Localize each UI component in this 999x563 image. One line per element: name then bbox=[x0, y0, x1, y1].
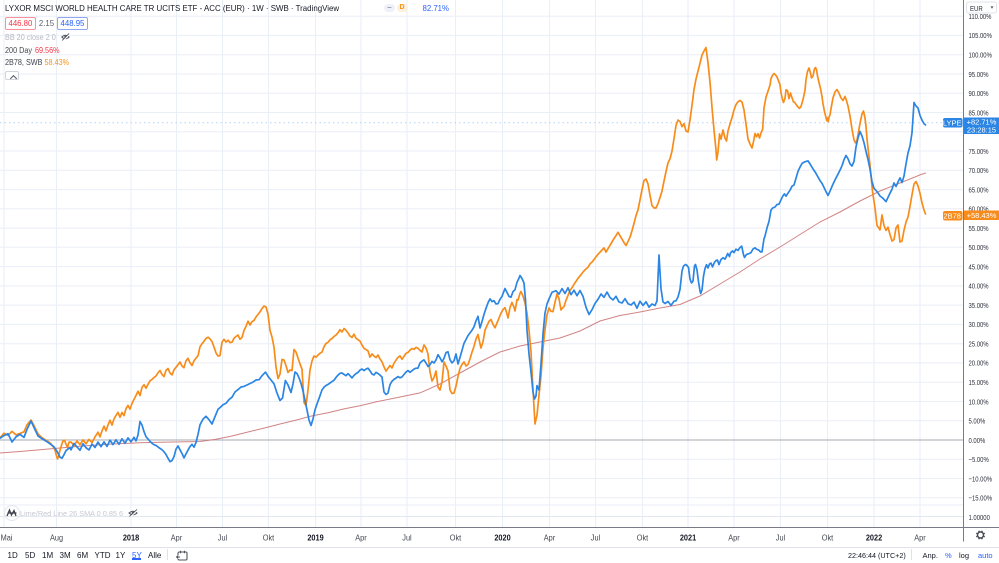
svg-text:Apr: Apr bbox=[355, 533, 367, 542]
svg-text:23:28:15: 23:28:15 bbox=[967, 125, 996, 134]
svg-text:2B78: 2B78 bbox=[943, 211, 961, 220]
svg-text:2022: 2022 bbox=[866, 533, 882, 542]
svg-text:110.00%: 110.00% bbox=[969, 13, 992, 21]
svg-text:10.00%: 10.00% bbox=[969, 399, 989, 407]
svg-text:15.00%: 15.00% bbox=[969, 379, 989, 387]
svg-text:Okt: Okt bbox=[450, 533, 462, 542]
svg-text:55.00%: 55.00% bbox=[969, 225, 989, 233]
svg-text:Apr: Apr bbox=[171, 533, 183, 542]
svg-text:45.00%: 45.00% bbox=[969, 264, 989, 272]
svg-text:Jul: Jul bbox=[218, 533, 228, 542]
svg-text:1.00000: 1.00000 bbox=[969, 514, 991, 522]
svg-text:40.00%: 40.00% bbox=[969, 283, 989, 291]
svg-text:Mai: Mai bbox=[1, 533, 13, 542]
svg-text:20.00%: 20.00% bbox=[969, 360, 989, 368]
svg-text:Okt: Okt bbox=[637, 533, 649, 542]
svg-text:2021: 2021 bbox=[680, 533, 697, 542]
svg-text:2018: 2018 bbox=[123, 533, 140, 542]
svg-text:+82.71%: +82.71% bbox=[967, 117, 997, 126]
svg-text:Apr: Apr bbox=[914, 533, 926, 542]
svg-text:−5.00%: −5.00% bbox=[969, 457, 989, 465]
svg-text:50.00%: 50.00% bbox=[969, 245, 989, 253]
svg-text:95.00%: 95.00% bbox=[969, 71, 989, 79]
svg-text:Jul: Jul bbox=[402, 533, 412, 542]
svg-text:+58.43%: +58.43% bbox=[967, 211, 997, 220]
svg-text:5.00%: 5.00% bbox=[969, 418, 986, 426]
svg-text:2019: 2019 bbox=[307, 533, 323, 542]
svg-text:−15.00%: −15.00% bbox=[969, 495, 993, 503]
svg-text:−10.00%: −10.00% bbox=[969, 476, 993, 484]
svg-text:60.00%: 60.00% bbox=[969, 206, 989, 214]
svg-text:65.00%: 65.00% bbox=[969, 187, 989, 195]
svg-text:Apr: Apr bbox=[544, 533, 556, 542]
svg-text:0.00%: 0.00% bbox=[969, 437, 986, 445]
svg-text:EUR: EUR bbox=[970, 5, 983, 13]
svg-text:Aug: Aug bbox=[50, 533, 63, 542]
svg-text:70.00%: 70.00% bbox=[969, 168, 989, 176]
svg-text:105.00%: 105.00% bbox=[969, 33, 992, 41]
svg-text:Okt: Okt bbox=[263, 533, 275, 542]
svg-text:LYPE: LYPE bbox=[943, 118, 962, 127]
svg-text:Jul: Jul bbox=[776, 533, 786, 542]
svg-text:Apr: Apr bbox=[728, 533, 740, 542]
svg-text:Jul: Jul bbox=[591, 533, 601, 542]
svg-text:100.00%: 100.00% bbox=[969, 52, 992, 60]
svg-text:75.00%: 75.00% bbox=[969, 148, 989, 156]
svg-text:2020: 2020 bbox=[494, 533, 510, 542]
svg-text:25.00%: 25.00% bbox=[969, 341, 989, 349]
svg-text:Okt: Okt bbox=[822, 533, 834, 542]
svg-text:30.00%: 30.00% bbox=[969, 322, 989, 330]
svg-text:35.00%: 35.00% bbox=[969, 302, 989, 310]
svg-text:85.00%: 85.00% bbox=[969, 110, 989, 118]
svg-text:90.00%: 90.00% bbox=[969, 90, 989, 98]
